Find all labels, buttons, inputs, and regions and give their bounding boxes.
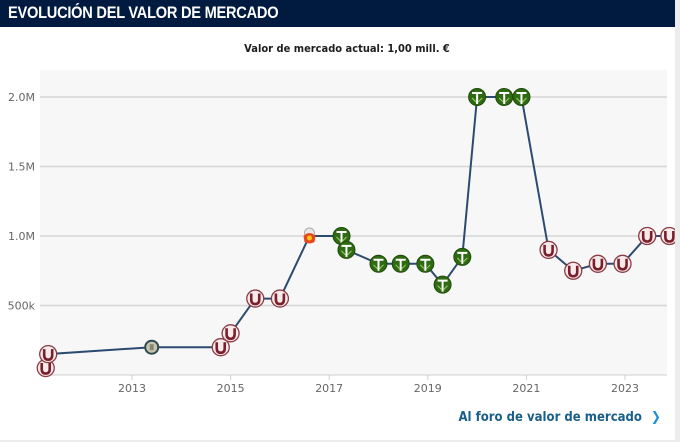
x-tick-label: 2019 <box>414 382 442 395</box>
data-points <box>36 88 675 378</box>
x-axis-ticks: 2013 2015 2017 2019 2021 2023 <box>118 375 639 395</box>
market-value-forum-link-label: Al foro de valor de mercado <box>458 410 643 425</box>
plot-background <box>40 70 667 375</box>
chevron-right-icon: ❯ <box>651 410 661 425</box>
t-crest-icon[interactable] <box>453 247 472 266</box>
t-crest-icon[interactable] <box>512 88 531 106</box>
t-crest-icon[interactable] <box>369 254 388 273</box>
market-value-chart: 500k 1.0M 1.5M 2.0M 2013 2015 2017 2019 2021 202… <box>7 70 675 395</box>
u-crest-icon[interactable] <box>36 358 55 378</box>
u-crest-icon[interactable] <box>638 226 657 246</box>
y-gridlines <box>40 96 667 307</box>
market-value-forum-link[interactable]: Al foro de valor de mercado ❯ <box>459 410 661 425</box>
x-tick-label: 2023 <box>611 382 639 395</box>
u-crest-icon[interactable] <box>613 254 632 273</box>
y-tick-label: 500k <box>8 300 36 313</box>
t-crest-icon[interactable] <box>416 254 435 273</box>
u-crest-icon[interactable] <box>539 240 558 260</box>
u-crest-icon[interactable] <box>564 261 583 280</box>
y-tick-label: 2.0M <box>8 91 35 104</box>
u-crest-icon[interactable] <box>660 226 675 246</box>
t-crest-icon[interactable] <box>391 254 410 273</box>
u-crest-icon[interactable] <box>39 344 58 364</box>
x-tick-label: 2015 <box>217 382 245 395</box>
y-tick-label: 1.0M <box>8 230 35 243</box>
t-crest-icon[interactable] <box>332 227 351 245</box>
u-crest-icon[interactable] <box>221 324 240 343</box>
card-title: EVOLUCIÓN DEL VALOR DE MERCADO <box>8 3 279 22</box>
club-crest-icon[interactable] <box>144 339 160 355</box>
t-crest-icon[interactable] <box>337 240 356 259</box>
t-crest-icon[interactable] <box>468 88 487 106</box>
t-crest-icon[interactable] <box>433 275 452 294</box>
x-tick-label: 2017 <box>315 382 343 395</box>
y-axis-labels: 500k 1.0M 1.5M 2.0M <box>8 91 36 313</box>
y-tick-label: 1.5M <box>8 161 35 174</box>
t-crest-icon[interactable] <box>495 88 514 106</box>
u-crest-icon[interactable] <box>588 254 608 273</box>
u-crest-icon[interactable] <box>246 289 265 308</box>
club-crest-icon[interactable] <box>303 227 316 244</box>
card-header: EVOLUCIÓN DEL VALOR DE MERCADO <box>0 0 675 27</box>
current-market-value: Valor de mercado actual: 1,00 mill. € <box>244 42 450 55</box>
u-crest-icon[interactable] <box>211 338 230 357</box>
u-crest-icon[interactable] <box>270 289 290 308</box>
x-tick-label: 2021 <box>512 382 540 395</box>
x-tick-label: 2013 <box>118 382 146 395</box>
